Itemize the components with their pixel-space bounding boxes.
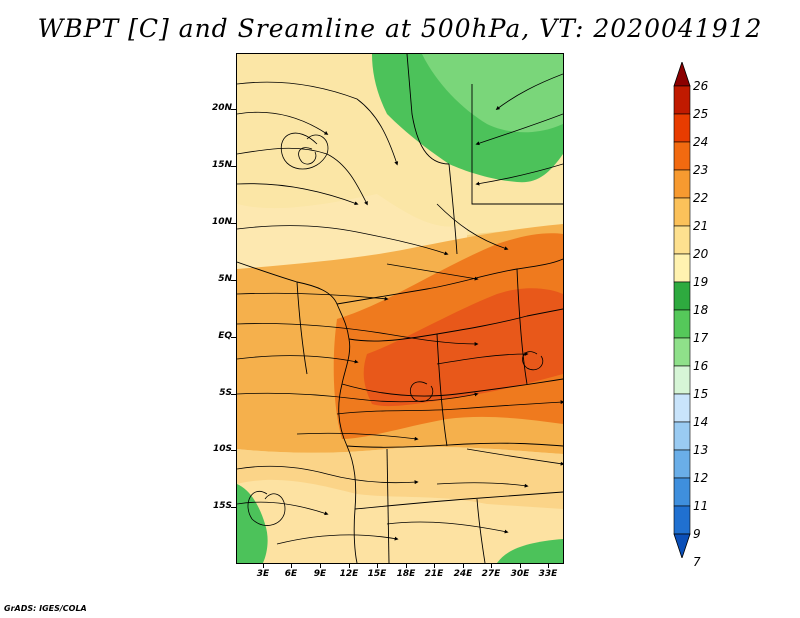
colorbar-label: 18	[693, 303, 709, 317]
lat-label: 5N	[218, 274, 232, 284]
colorbar-swatches	[673, 60, 691, 560]
colorbar-label: 7	[693, 555, 701, 569]
lon-tick	[520, 563, 521, 568]
lat-tick	[231, 109, 236, 110]
lon-tick	[349, 563, 350, 568]
colorbar-swatch	[673, 197, 691, 227]
lat-label: 10S	[212, 444, 232, 454]
colorbar-label: 15	[693, 387, 709, 401]
colorbar-bottom-arrow	[673, 533, 691, 560]
lat-tick	[231, 166, 236, 167]
lon-label: 24E	[453, 569, 473, 579]
lon-tick	[434, 563, 435, 568]
colorbar-label: 21	[693, 219, 709, 233]
colorbar-swatch	[673, 309, 691, 339]
lon-tick	[406, 563, 407, 568]
colorbar-swatch	[673, 421, 691, 451]
lon-label: 3E	[256, 569, 270, 579]
colorbar-label: 17	[693, 331, 709, 345]
lon-tick	[463, 563, 464, 568]
colorbar-label: 16	[693, 359, 709, 373]
lat-tick	[231, 507, 236, 508]
colorbar-label: 13	[693, 443, 709, 457]
colorbar-swatch	[673, 169, 691, 199]
lat-label: EQ	[218, 331, 232, 341]
colorbar-swatch	[673, 393, 691, 423]
chart-title: WBPT [C] and Sreamline at 500hPa, VT: 20…	[37, 14, 763, 43]
colorbar-swatch	[673, 281, 691, 311]
colorbar-swatch	[673, 85, 691, 115]
lon-tick	[377, 563, 378, 568]
map-panel	[236, 53, 564, 564]
lat-tick	[231, 394, 236, 395]
lon-label: 27E	[481, 569, 501, 579]
colorbar-label: 9	[693, 527, 701, 541]
credit-text: GrADS: IGES/COLA	[4, 604, 87, 613]
lat-tick	[231, 337, 236, 338]
lon-label: 21E	[424, 569, 444, 579]
colorbar-label: 24	[693, 135, 709, 149]
wbpt-field-map	[237, 54, 563, 563]
colorbar-swatch	[673, 337, 691, 367]
streamlines	[237, 73, 563, 545]
colorbar-top-arrow	[673, 60, 691, 87]
colorbar-label: 19	[693, 275, 709, 289]
colorbar-swatch	[673, 365, 691, 395]
lat-label: 20N	[211, 103, 232, 113]
lon-label: 33E	[538, 569, 558, 579]
colorbar-swatch	[673, 477, 691, 507]
lat-label: 15S	[212, 501, 232, 511]
lon-tick	[263, 563, 264, 568]
lat-tick	[231, 223, 236, 224]
lon-tick	[291, 563, 292, 568]
lon-tick	[548, 563, 549, 568]
colorbar	[673, 60, 691, 562]
lon-label: 12E	[339, 569, 359, 579]
colorbar-label: 20	[693, 247, 709, 261]
colorbar-swatch	[673, 449, 691, 479]
colorbar-label: 12	[693, 471, 709, 485]
colorbar-swatch	[673, 505, 691, 535]
colorbar-label: 11	[693, 499, 709, 513]
country-borders	[237, 54, 563, 563]
lon-label: 18E	[396, 569, 416, 579]
colorbar-label: 22	[693, 191, 709, 205]
colorbar-label: 23	[693, 163, 709, 177]
colorbar-swatch	[673, 113, 691, 143]
lon-label: 15E	[367, 569, 387, 579]
colorbar-swatch	[673, 253, 691, 283]
lon-label: 6E	[284, 569, 298, 579]
lon-label: 30E	[510, 569, 530, 579]
lon-label: 9E	[313, 569, 327, 579]
colorbar-label: 14	[693, 415, 709, 429]
lat-tick	[231, 280, 236, 281]
lat-label: 5S	[219, 388, 232, 398]
colorbar-swatch	[673, 141, 691, 171]
lat-tick	[231, 450, 236, 451]
lat-label: 10N	[211, 217, 232, 227]
colorbar-label: 25	[693, 107, 709, 121]
lat-label: 15N	[211, 160, 232, 170]
colorbar-label: 26	[693, 79, 709, 93]
lon-tick	[491, 563, 492, 568]
lon-tick	[320, 563, 321, 568]
colorbar-swatch	[673, 225, 691, 255]
